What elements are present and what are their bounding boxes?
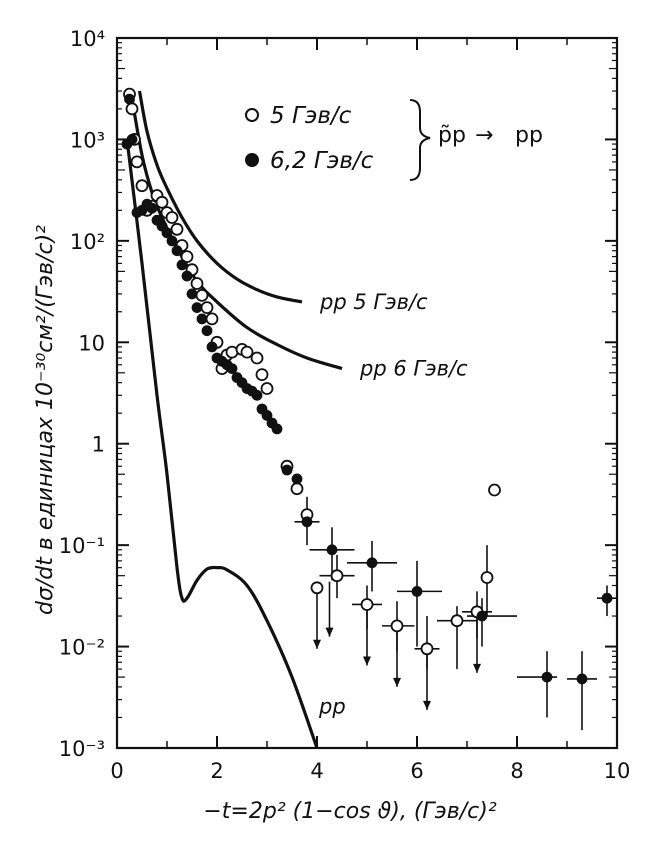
data-point-6-2-gev [126, 133, 138, 145]
data-point-6-2-gev [291, 473, 303, 485]
y-tick-label: 1 [92, 433, 105, 457]
data-point-6-2-gev [226, 363, 238, 375]
data-point-6-2-gev [366, 557, 378, 569]
x-tick-label: 10 [604, 759, 631, 783]
y-tick-label: 10 [78, 331, 105, 355]
reaction-left: p̃p [438, 123, 466, 148]
curve-3 [125, 139, 319, 749]
data-point-6-2-gev [124, 93, 135, 105]
data-point-6-2-gev [191, 302, 203, 314]
data-point-5-gev [480, 571, 494, 584]
data-point-5-gev [255, 368, 269, 382]
x-tick-label: 8 [510, 759, 523, 783]
y-tick-label: 10⁻² [59, 636, 105, 660]
data-point-5-gev [130, 155, 144, 169]
data-point-5-gev [195, 288, 209, 302]
curve-1 [137, 90, 303, 304]
data-point-6-2-gev [301, 516, 313, 528]
x-tick-label: 4 [310, 759, 323, 783]
data-point-5-gev [190, 277, 204, 290]
data-point-6-2-gev [196, 313, 208, 325]
data-point-6-2-gev [281, 464, 293, 476]
data-point-5-gev [488, 483, 501, 497]
data-point-5-gev [135, 179, 149, 193]
x-tick-label: 0 [110, 759, 123, 783]
y-tick-label: 10⁴ [70, 27, 105, 51]
data-point-6-2-gev [166, 235, 178, 247]
data-point-5-gev [155, 195, 169, 209]
x-axis-label: −t=2p² (1−cos ϑ), (Гэв/с)² [203, 799, 496, 824]
data-point-5-gev [165, 211, 179, 224]
data-point-6-2-gev [541, 671, 553, 683]
data-point-5-gev [250, 351, 264, 365]
data-point-6-2-gev [261, 410, 273, 421]
upper-limit-arrowhead [363, 656, 371, 666]
data-point-5-gev [360, 598, 374, 611]
data-point-6-2-gev [326, 544, 338, 556]
y-tick-label: 10⁻¹ [59, 534, 105, 558]
data-point-6-2-gev [186, 288, 198, 300]
data-point-6-2-gev [201, 325, 213, 337]
data-point-5-gev [420, 642, 434, 656]
data-point-6-2-gev [411, 586, 423, 597]
data-point-6-2-gev [476, 610, 488, 622]
data-point-5-gev [450, 614, 464, 628]
data-point-5-gev [330, 569, 344, 583]
data-point-5-gev [170, 222, 184, 236]
curve-label: pp [318, 694, 346, 718]
legend-filled-label: 6,2 Гэв/с [270, 148, 374, 174]
legend-open-marker [245, 108, 259, 122]
data-point-6-2-gev [601, 592, 613, 604]
data-point-6-2-gev [171, 245, 183, 257]
y-axis-label: dσ/dt в единицах 10⁻³⁰см²/(Гэв/с)² [33, 225, 58, 615]
curve-label: pp 6 Гэв/с [359, 357, 468, 381]
y-tick-label: 10³ [70, 128, 105, 152]
data-point-6-2-gev [206, 341, 218, 353]
data-point-5-gev [390, 619, 404, 633]
data-point-5-gev [310, 581, 324, 595]
data-point-5-gev [205, 312, 219, 326]
upper-limit-arrowhead [313, 639, 321, 649]
legend: 5 Гэв/с 6,2 Гэв/с p̃p → pp [245, 99, 543, 181]
x-tick-label: 2 [210, 759, 223, 783]
data-point-5-gev [200, 301, 214, 315]
tick-marks: 0 2 4 6 8 10 10⁻³ 10⁻² 10⁻¹ 1 10 10² 10³ 10⁴ [59, 27, 631, 783]
data-point-5-gev [125, 102, 139, 116]
y-tick-label: 10⁻³ [59, 737, 105, 761]
reaction-right: pp [515, 123, 543, 148]
legend-open-label: 5 Гэв/с [270, 103, 352, 129]
y-tick-label: 10² [70, 230, 105, 254]
data-point-6-2-gev [181, 270, 193, 282]
legend-brace [409, 99, 431, 181]
upper-limit-arrowhead [473, 663, 481, 673]
data-point-6-2-gev [161, 227, 173, 239]
upper-limit-arrowhead [325, 627, 334, 637]
data-point-6-2-gev [251, 389, 263, 401]
data-point-5-gev [290, 482, 304, 496]
data-point-5-gev [240, 345, 254, 359]
upper-limit-arrowhead [393, 677, 401, 687]
x-tick-label: 6 [410, 759, 423, 783]
data-point-6-2-gev [576, 673, 588, 685]
upper-limit-arrowhead [423, 700, 431, 710]
data-point-5-gev [260, 382, 274, 395]
curves: pp 5 Гэв/с pp 6 Гэв/с pp [125, 90, 468, 749]
data-point-5-gev [180, 250, 194, 264]
data-point-6-2-gev [146, 202, 158, 214]
data-point-6-2-gev [271, 423, 283, 435]
reaction-arrow: → [475, 123, 493, 148]
legend-filled-marker [245, 153, 259, 167]
curve-label: pp 5 Гэв/с [319, 290, 428, 314]
data-point-6-2-gev [176, 259, 188, 271]
data-points [121, 87, 613, 685]
